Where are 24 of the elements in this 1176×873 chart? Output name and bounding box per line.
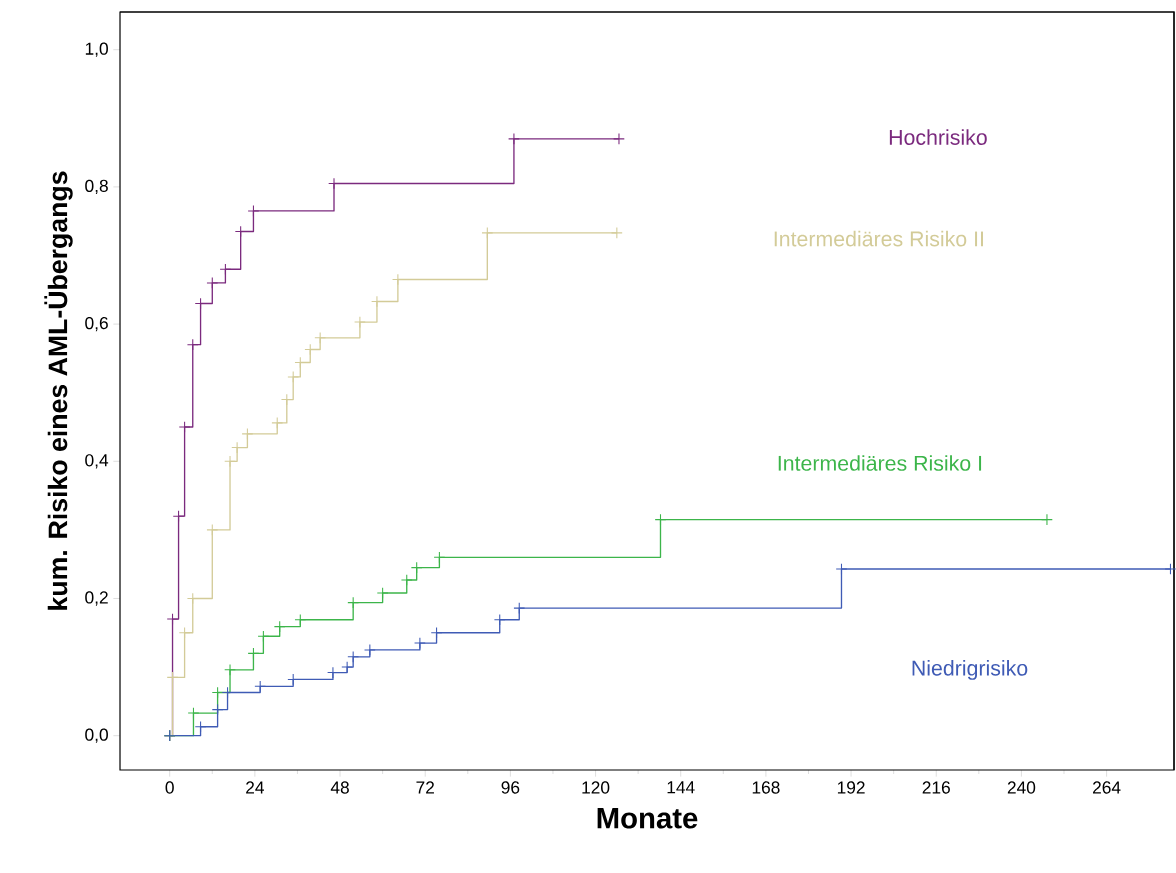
y-tick-label: 1,0 <box>85 42 108 57</box>
y-tick-label: 0,6 <box>85 316 108 332</box>
x-tick-label: 96 <box>501 781 520 794</box>
x-axis-title: Monate <box>597 808 698 829</box>
x-tick-label: 0 <box>165 781 174 794</box>
y-tick-label: 0,2 <box>85 591 108 606</box>
x-tick-label: 120 <box>582 781 610 794</box>
x-tick-label: 72 <box>416 781 434 794</box>
x-tick-label: 168 <box>752 781 780 794</box>
text: Intermediäres Risiko I <box>778 455 982 471</box>
text: Hochrisiko <box>889 129 987 145</box>
x-tick-label: 144 <box>667 781 695 794</box>
text: Niedrigrisiko <box>912 659 1028 680</box>
x-tick-label: 192 <box>837 781 865 794</box>
x-tick-label: 240 <box>1007 781 1036 794</box>
x-tick-label: 216 <box>922 781 950 794</box>
x-tick-label: 48 <box>330 781 349 794</box>
y-tick-label: 0,8 <box>85 179 108 195</box>
y-tick-label: 0,0 <box>85 728 108 743</box>
y-axis-title: kum. Risiko eines AML-Übergangs <box>44 171 73 610</box>
text: Intermediäres Risiko II <box>774 230 983 247</box>
x-tick-label: 264 <box>1093 781 1121 794</box>
y-tick-label: 0,4 <box>85 454 109 469</box>
x-tick-label: 24 <box>246 781 264 794</box>
